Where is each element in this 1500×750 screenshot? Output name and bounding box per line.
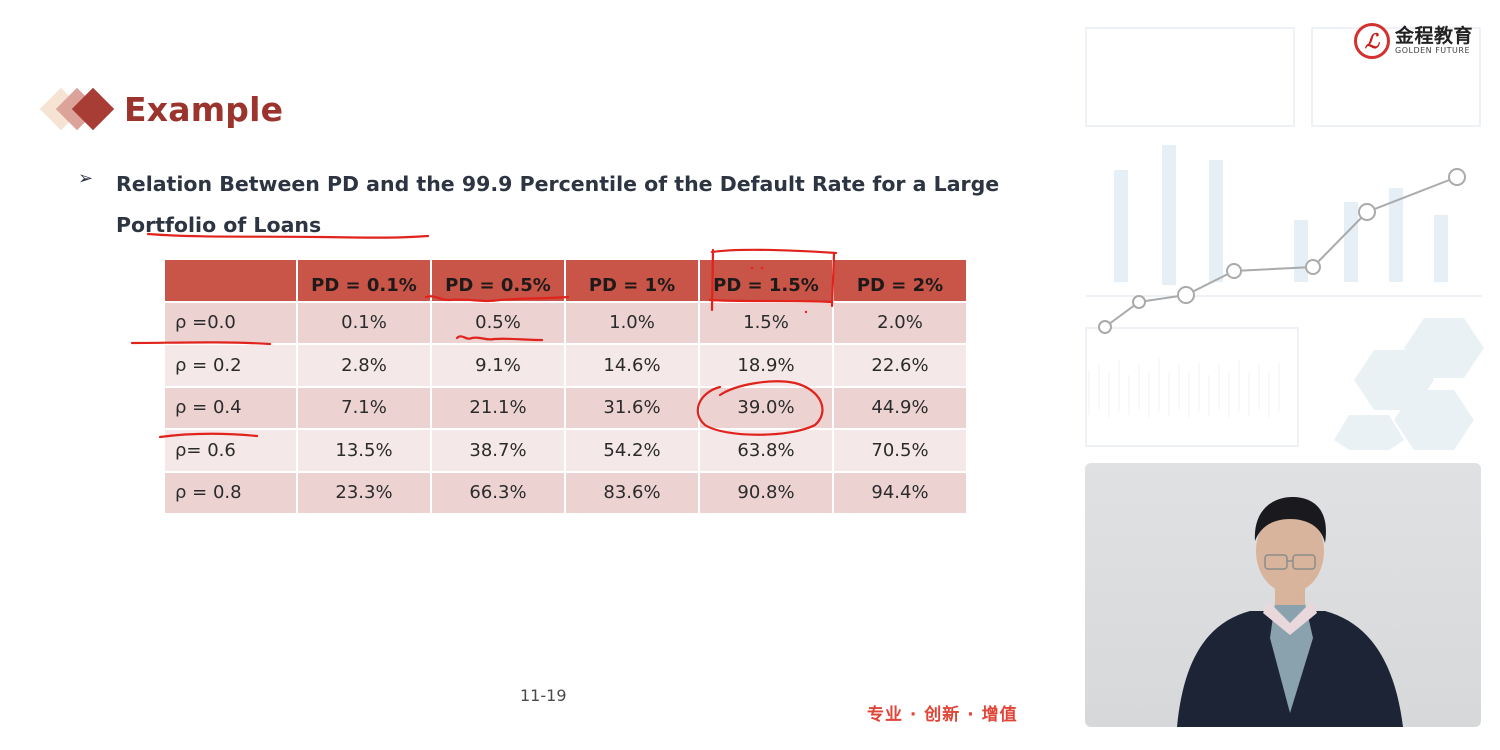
arrowhead-bullet-icon: ➢ xyxy=(78,168,94,189)
header-cell: PD = 0.1% xyxy=(296,258,432,303)
line-chart-decoration xyxy=(1098,168,1466,334)
table-cell: 23.3% xyxy=(296,470,432,515)
table-cell: 66.3% xyxy=(430,470,566,515)
table-cell: 0.5% xyxy=(430,300,566,345)
table-cell: 44.9% xyxy=(832,385,968,430)
table-row: ρ = 0.8 23.3% 66.3% 83.6% 90.8% 94.4% xyxy=(163,470,968,515)
table-cell: 21.1% xyxy=(430,385,566,430)
table-cell: 14.6% xyxy=(564,343,700,388)
table-cell: 9.1% xyxy=(430,343,566,388)
stacked-diamonds-icon xyxy=(39,84,120,134)
table-cell: 2.0% xyxy=(832,300,968,345)
table-cell: 13.5% xyxy=(296,428,432,473)
table-cell: 70.5% xyxy=(832,428,968,473)
page-number: 11-19 xyxy=(520,686,567,705)
row-label: ρ= 0.6 xyxy=(163,428,298,473)
row-label: ρ = 0.2 xyxy=(163,343,298,388)
table-row: ρ = 0.2 2.8% 9.1% 14.6% 18.9% 22.6% xyxy=(163,343,968,388)
table-cell: 83.6% xyxy=(564,470,700,515)
header-cell: PD = 1% xyxy=(564,258,700,303)
table-cell: 90.8% xyxy=(698,470,834,515)
table-cell: 39.0% xyxy=(698,385,834,430)
table-row: ρ = 0.4 7.1% 21.1% 31.6% 39.0% 44.9% xyxy=(163,385,968,430)
row-label: ρ =0.0 xyxy=(163,300,298,345)
table-cell: 63.8% xyxy=(698,428,834,473)
slide-title: Example xyxy=(124,89,284,129)
logo-name-cn: 金程教育 xyxy=(1395,25,1474,47)
header-cell xyxy=(163,258,298,303)
table-cell: 31.6% xyxy=(564,385,700,430)
table-cell: 1.5% xyxy=(698,300,834,345)
table-row: ρ =0.0 0.1% 0.5% 1.0% 1.5% 2.0% xyxy=(163,300,968,345)
header-cell: PD = 1.5% xyxy=(698,258,834,303)
decorative-infographic-background xyxy=(1085,27,1484,450)
presenter-figure xyxy=(1177,497,1403,727)
header-cell: PD = 2% xyxy=(832,258,968,303)
header-cell: PD = 0.5% xyxy=(430,258,566,303)
table-cell: 94.4% xyxy=(832,470,968,515)
table-cell: 54.2% xyxy=(564,428,700,473)
table-cell: 18.9% xyxy=(698,343,834,388)
table-cell: 38.7% xyxy=(430,428,566,473)
slide: Example ➢ Relation Between PD and the 99… xyxy=(39,84,1018,725)
slogan: 专业 · 创新 · 增值 xyxy=(867,705,1018,725)
table-row: ρ= 0.6 13.5% 38.7% 54.2% 63.8% 70.5% xyxy=(163,428,968,473)
brand-logo: ℒ 金程教育 GOLDEN FUTURE xyxy=(1354,22,1489,60)
logo-name-en: GOLDEN FUTURE xyxy=(1395,46,1471,55)
row-label: ρ = 0.4 xyxy=(163,385,298,430)
table-header-row: PD = 0.1% PD = 0.5% PD = 1% PD = 1.5% PD… xyxy=(163,258,968,303)
table-cell: 0.1% xyxy=(296,300,432,345)
presenter-video xyxy=(1085,463,1481,727)
slide-title-row: Example xyxy=(39,84,284,134)
golden-future-seal-icon: ℒ xyxy=(1354,23,1390,59)
bullet-text: Relation Between PD and the 99.9 Percent… xyxy=(116,172,1000,237)
table-cell: 7.1% xyxy=(296,385,432,430)
table-cell: 22.6% xyxy=(832,343,968,388)
pd-percentile-table: PD = 0.1% PD = 0.5% PD = 1% PD = 1.5% PD… xyxy=(163,258,968,515)
row-label: ρ = 0.8 xyxy=(163,470,298,515)
table-cell: 1.0% xyxy=(564,300,700,345)
table-cell: 2.8% xyxy=(296,343,432,388)
